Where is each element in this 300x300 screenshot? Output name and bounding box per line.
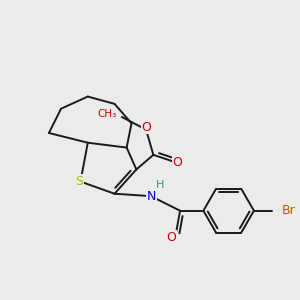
Text: CH₃: CH₃ — [98, 109, 117, 119]
Text: Br: Br — [282, 204, 296, 217]
Text: O: O — [173, 156, 183, 169]
Text: S: S — [76, 175, 83, 188]
Text: O: O — [167, 231, 176, 244]
Text: O: O — [141, 121, 151, 134]
Text: N: N — [147, 190, 156, 202]
Text: H: H — [155, 181, 164, 190]
